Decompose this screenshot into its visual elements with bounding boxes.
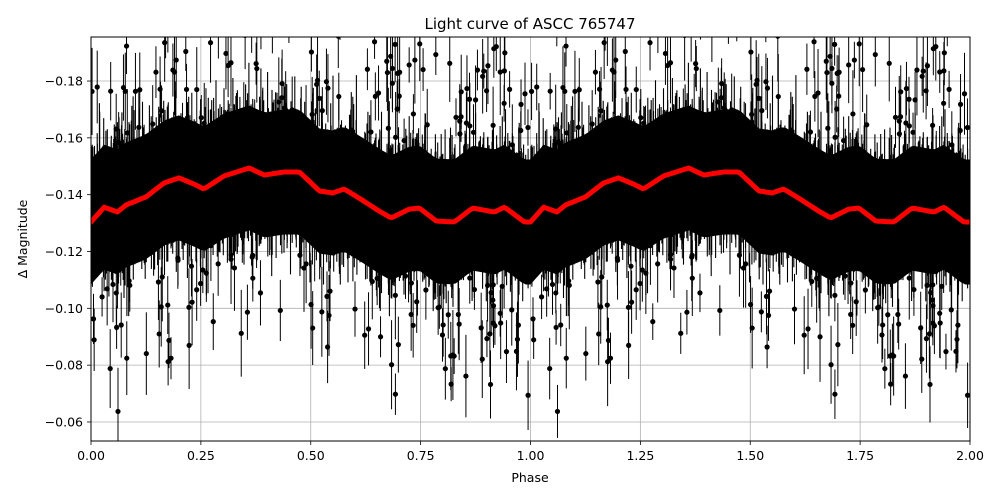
x-tick-label: 0.75	[407, 448, 435, 463]
x-tick-label: 2.00	[956, 448, 984, 463]
observation-points	[91, 37, 970, 441]
binned-model-curve	[91, 165, 970, 225]
y-tick-label: −0.16	[45, 130, 83, 145]
y-tick-label: −0.06	[45, 414, 83, 429]
x-tick-label: 0.25	[187, 448, 215, 463]
y-tick-label: −0.10	[45, 301, 83, 316]
x-axis-ticks: 0.00 0.25 0.50 0.75 1.00 1.25 1.50 1.75 2.00	[77, 441, 984, 463]
x-tick-label: 0.00	[77, 448, 105, 463]
x-tick-label: 0.50	[297, 448, 325, 463]
x-tick-label: 1.00	[517, 448, 545, 463]
y-axis-label: Δ Magnitude	[15, 199, 30, 278]
x-tick-label: 1.50	[736, 448, 764, 463]
y-tick-label: −0.18	[45, 74, 83, 89]
x-tick-label: 1.75	[846, 448, 874, 463]
x-tick-label: 1.25	[626, 448, 654, 463]
y-tick-label: −0.08	[45, 358, 83, 373]
y-tick-label: −0.14	[45, 187, 83, 202]
x-axis-label: Phase	[511, 470, 549, 485]
y-tick-label: −0.12	[45, 244, 83, 259]
y-axis-ticks: −0.18 −0.16 −0.14 −0.12 −0.10 −0.08 −0.06	[45, 74, 91, 429]
chart-title: Light curve of ASCC 765747	[425, 15, 636, 33]
